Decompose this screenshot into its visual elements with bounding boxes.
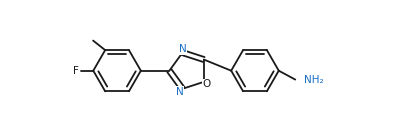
Text: F: F	[73, 66, 79, 76]
Text: N: N	[176, 87, 183, 97]
Text: NH₂: NH₂	[304, 75, 323, 85]
Text: O: O	[202, 79, 211, 89]
Text: N: N	[178, 44, 186, 54]
